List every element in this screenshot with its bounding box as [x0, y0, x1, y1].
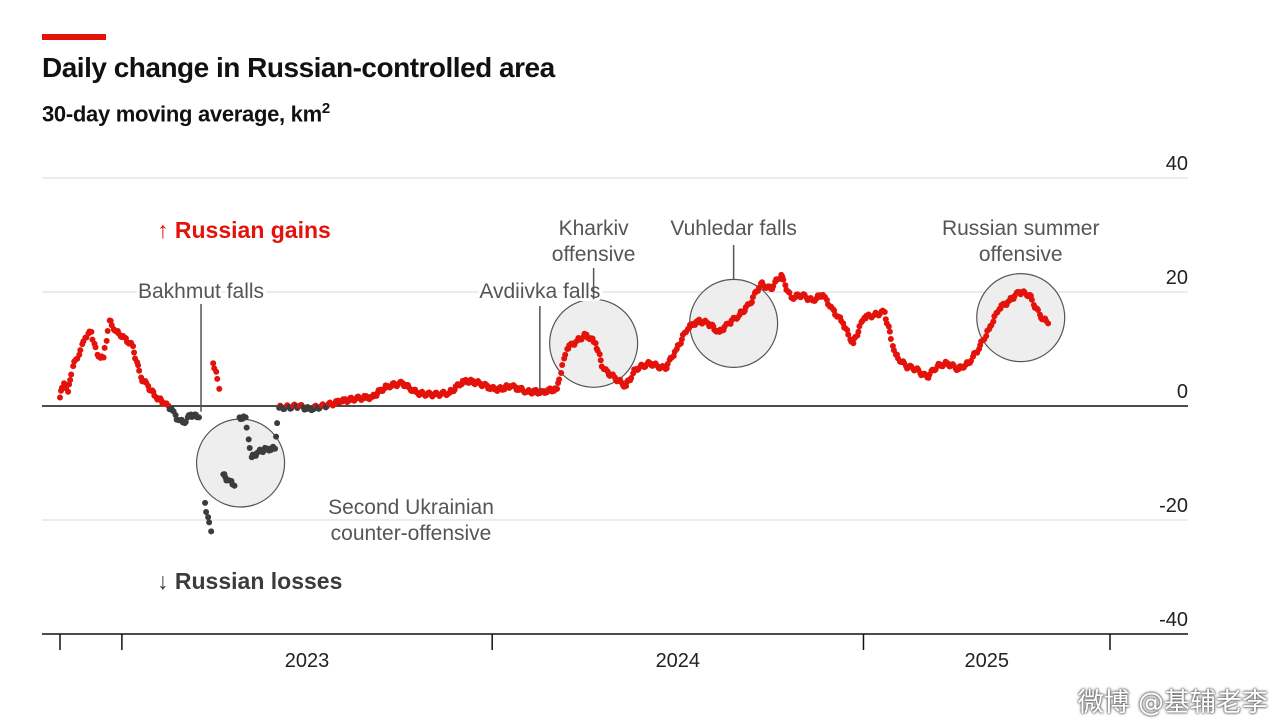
data-point	[65, 388, 72, 395]
legend-russian-losses: ↓ Russian losses	[157, 568, 342, 594]
data-point	[1045, 320, 1052, 327]
data-point	[206, 519, 213, 526]
data-point	[886, 328, 893, 335]
data-point	[782, 282, 789, 289]
legend-russian-gains: ↑ Russian gains	[157, 217, 331, 243]
accent-bar	[42, 34, 106, 40]
x-tick-label: 2024	[656, 650, 701, 672]
data-point	[92, 344, 99, 351]
data-point	[628, 374, 635, 381]
data-point	[88, 328, 95, 335]
data-point	[786, 289, 793, 296]
data-point	[273, 433, 280, 440]
data-point	[172, 412, 179, 419]
x-tick-label: 2025	[964, 650, 1009, 672]
data-point	[887, 336, 894, 343]
data-point	[67, 377, 74, 384]
data-point	[845, 331, 852, 338]
data-point	[68, 371, 75, 378]
data-point	[855, 328, 862, 335]
annotation-circle	[195, 418, 286, 508]
subtitle-text: 30-day moving average, km	[42, 101, 322, 127]
data-point	[885, 323, 892, 330]
y-tick-label: -40	[1159, 609, 1188, 631]
data-point	[231, 482, 238, 489]
data-point	[76, 351, 83, 358]
annotation-vuhledar-falls: Vuhledar falls	[670, 217, 796, 240]
data-point	[558, 370, 565, 377]
data-point	[592, 340, 599, 347]
chart-title: Daily change in Russian-controlled area	[42, 52, 555, 83]
data-point	[844, 326, 851, 333]
y-tick-label: -20	[1159, 495, 1188, 517]
data-point	[195, 414, 202, 421]
data-point	[130, 343, 137, 350]
data-point	[678, 336, 685, 343]
data-point	[70, 363, 77, 370]
annotation-circle	[976, 273, 1066, 363]
data-point	[562, 351, 569, 358]
data-point	[77, 347, 84, 354]
x-tick-label: 2023	[285, 650, 330, 672]
annotation-bakhmut-falls: Bakhmut falls	[138, 280, 264, 303]
data-point	[559, 361, 566, 368]
data-point	[57, 394, 63, 401]
data-point	[1028, 296, 1035, 303]
data-point	[101, 344, 108, 351]
data-point	[272, 445, 279, 452]
data-point	[203, 508, 210, 515]
data-point	[214, 375, 221, 382]
data-point	[104, 327, 111, 334]
data-point	[246, 444, 253, 451]
data-point	[780, 276, 787, 283]
data-point	[748, 299, 755, 306]
data-point	[213, 368, 220, 375]
annotation-second-ukrainian-counter-offensive: counter-offensive	[331, 522, 492, 545]
annotation-kharkiv-offensive: Kharkiv	[559, 217, 630, 240]
data-point	[182, 418, 189, 425]
data-point	[202, 499, 209, 506]
data-point	[210, 360, 217, 367]
y-tick-label: 40	[1166, 153, 1188, 175]
watermark: 微博 @基辅老李	[1077, 688, 1268, 718]
annotation-kharkiv-offensive: offensive	[552, 243, 636, 266]
data-point	[136, 367, 143, 374]
data-point	[216, 385, 223, 392]
data-point	[556, 376, 563, 383]
y-tick-label: 0	[1177, 381, 1188, 403]
data-point	[597, 357, 604, 364]
data-point	[103, 337, 110, 344]
data-point	[554, 385, 561, 392]
data-point	[135, 362, 142, 369]
annotation-russian-summer-offensive: Russian summer	[942, 217, 1100, 240]
subtitle-superscript: 2	[321, 100, 330, 117]
chart-subtitle: 30-day moving average, km2	[42, 100, 330, 127]
data-point	[990, 318, 997, 325]
data-point	[100, 354, 107, 361]
data-point	[983, 333, 990, 340]
data-point	[243, 424, 250, 431]
data-point	[205, 514, 212, 521]
data-point	[881, 308, 888, 315]
data-point	[1034, 306, 1041, 313]
annotation-russian-summer-offensive: offensive	[979, 243, 1063, 266]
data-point	[850, 340, 857, 347]
data-point	[242, 414, 249, 421]
y-tick-label: 20	[1166, 267, 1188, 289]
data-point	[245, 436, 252, 443]
data-point	[208, 528, 215, 535]
data-point	[274, 420, 281, 427]
data-point	[596, 351, 603, 358]
annotation-avdiivka-falls: Avdiivka falls	[479, 280, 600, 303]
annotation-second-ukrainian-counter-offensive: Second Ukrainian	[328, 496, 494, 519]
data-point	[131, 349, 138, 356]
